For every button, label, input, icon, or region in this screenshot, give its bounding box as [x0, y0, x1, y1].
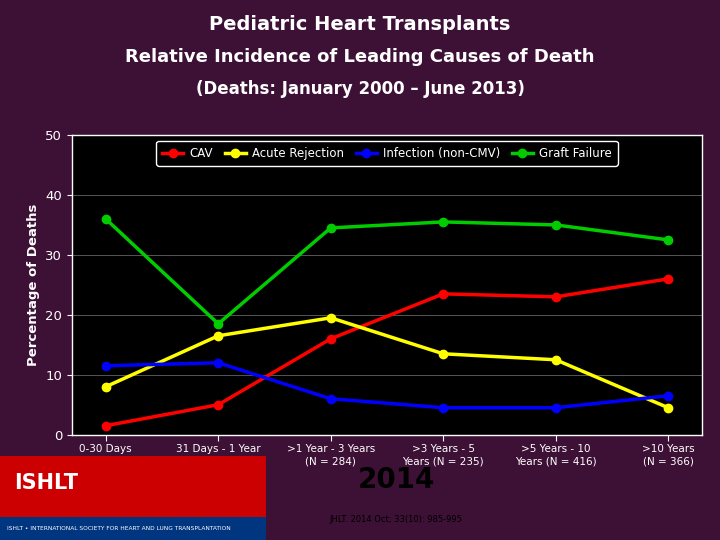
- Text: ISHLT: ISHLT: [14, 473, 78, 493]
- Infection (non-CMV): [214, 360, 222, 366]
- Bar: [0, 456, 266, 540]
- Graft Failure: [102, 215, 110, 222]
- Acute Rejection: [439, 350, 448, 357]
- Infection (non-CMV): [102, 362, 110, 369]
- Legend: CAV, Acute Rejection, Infection (non-CMV), Graft Failure: CAV, Acute Rejection, Infection (non-CMV…: [156, 141, 618, 166]
- Graft Failure: [439, 219, 448, 225]
- Text: JHLT. 2014 Oct; 33(10): 985-995: JHLT. 2014 Oct; 33(10): 985-995: [330, 515, 462, 524]
- Infection (non-CMV): [326, 395, 335, 402]
- Infection (non-CMV): [664, 393, 672, 399]
- Acute Rejection: [664, 404, 672, 411]
- CAV: [664, 275, 672, 282]
- Y-axis label: Percentage of Deaths: Percentage of Deaths: [27, 204, 40, 366]
- Acute Rejection: [102, 383, 110, 390]
- Infection (non-CMV): [552, 404, 560, 411]
- Graft Failure: [326, 225, 335, 231]
- Graft Failure: [552, 221, 560, 228]
- CAV: [552, 294, 560, 300]
- CAV: [326, 335, 335, 342]
- Text: 2014: 2014: [357, 465, 435, 494]
- Line: Graft Failure: Graft Failure: [102, 215, 672, 328]
- Bar: [0, 517, 266, 540]
- CAV: [214, 402, 222, 408]
- Line: Acute Rejection: Acute Rejection: [102, 314, 672, 412]
- Text: Relative Incidence of Leading Causes of Death: Relative Incidence of Leading Causes of …: [125, 48, 595, 66]
- Infection (non-CMV): [439, 404, 448, 411]
- Graft Failure: [214, 321, 222, 327]
- CAV: [439, 291, 448, 297]
- Text: ISHLT • INTERNATIONAL SOCIETY FOR HEART AND LUNG TRANSPLANTATION: ISHLT • INTERNATIONAL SOCIETY FOR HEART …: [7, 526, 231, 531]
- Text: Pediatric Heart Transplants: Pediatric Heart Transplants: [210, 15, 510, 34]
- Graft Failure: [664, 237, 672, 243]
- CAV: [102, 422, 110, 429]
- Acute Rejection: [214, 333, 222, 339]
- Text: (Deaths: January 2000 – June 2013): (Deaths: January 2000 – June 2013): [196, 80, 524, 98]
- Line: CAV: CAV: [102, 275, 672, 430]
- Acute Rejection: [326, 315, 335, 321]
- Acute Rejection: [552, 356, 560, 363]
- Line: Infection (non-CMV): Infection (non-CMV): [102, 359, 672, 412]
